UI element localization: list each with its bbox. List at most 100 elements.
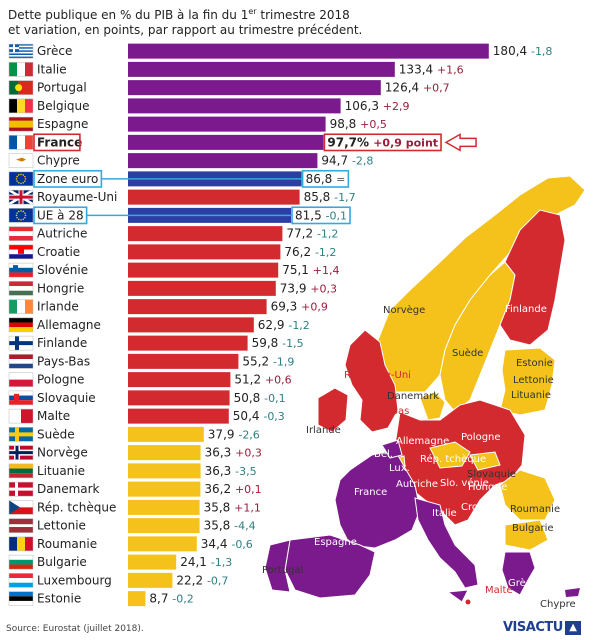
bar xyxy=(128,244,281,260)
flag-pl-icon xyxy=(8,372,34,387)
map-malta xyxy=(465,599,471,605)
value-label: 35,8 -4,4 xyxy=(204,519,256,533)
bar xyxy=(128,390,230,406)
map-ireland xyxy=(317,387,349,433)
bar-row: Finlande 59,8 -1,5 xyxy=(8,335,304,351)
bar xyxy=(128,518,200,534)
flag-ee-icon xyxy=(8,591,34,606)
bar xyxy=(128,445,201,461)
value-label: 126,4 +0,7 xyxy=(385,81,450,95)
value-label: 51,2 +0,6 xyxy=(234,373,291,387)
map-label: Grèce xyxy=(508,577,537,589)
category-label: Irlande xyxy=(37,300,79,314)
bar xyxy=(128,481,201,497)
flag-hu-icon xyxy=(8,281,34,296)
bar-row: Suède 37,9 -2,6 xyxy=(8,426,260,442)
bar xyxy=(128,153,318,169)
bar-row: Allemagne 62,9 -1,2 xyxy=(8,317,310,333)
flag-at-icon xyxy=(8,226,34,241)
map-label: Lettonie xyxy=(513,375,554,386)
flag-si-icon xyxy=(8,262,34,278)
bar xyxy=(128,408,229,424)
value-label: 77,2 -1,2 xyxy=(286,227,338,241)
bar-row: Royaume-Uni 85,8 -1,7 xyxy=(8,189,356,206)
category-label: Portugal xyxy=(37,81,87,95)
bar-row: France 97,7% +0,9 point xyxy=(8,133,442,152)
annotations-layer xyxy=(86,133,477,217)
map-label: Lituanie xyxy=(511,390,551,401)
flag-es-icon xyxy=(8,116,34,132)
map-label: Roumanie xyxy=(510,504,560,515)
flag-be-icon xyxy=(8,98,34,114)
map-label: Slo. vénie xyxy=(440,477,489,489)
bar xyxy=(128,98,341,114)
map-finland xyxy=(499,209,566,346)
category-label: Belgique xyxy=(37,99,90,113)
brand-mark-icon: ▲ xyxy=(564,620,581,635)
category-label: Finlande xyxy=(37,336,87,350)
bar xyxy=(128,189,300,205)
value-label: 94,7 -2,8 xyxy=(321,154,373,168)
bar xyxy=(128,372,231,388)
bar-row: Lettonie 35,8 -4,4 xyxy=(8,518,256,534)
category-label: Chypre xyxy=(37,154,80,168)
category-label: Espagne xyxy=(37,117,88,131)
map-label: Rép. tchèque xyxy=(420,453,486,465)
map-label: Italie xyxy=(432,508,457,519)
chart-title: Dette publique en % du PIB à la fin du 1… xyxy=(8,4,488,38)
category-label: Slovaquie xyxy=(37,391,96,405)
category-label: Croatie xyxy=(37,245,80,259)
map-label: Irlande xyxy=(306,425,341,436)
bar-row: Slovénie 75,1 +1,4 xyxy=(8,262,339,278)
bar xyxy=(128,572,173,588)
bar xyxy=(128,499,200,515)
bar-row: Bulgarie 24,1 -1,3 xyxy=(8,554,232,570)
map-belgium xyxy=(381,439,403,459)
bar xyxy=(128,554,177,570)
flag-pt-icon xyxy=(8,80,34,95)
bar-row: Autriche 77,2 -1,2 xyxy=(8,226,338,242)
flag-gr-icon xyxy=(8,43,34,59)
category-label: Norvège xyxy=(37,446,88,460)
title-line2: et variation, en points, par rapport au … xyxy=(8,23,363,37)
bar xyxy=(128,591,146,607)
chart-area: Norvège Suède Finlande Estonie Lettonie Litua… xyxy=(8,43,586,610)
bar-row: Danemark 36,2 +0,1 xyxy=(8,481,262,497)
flag-lt-icon xyxy=(8,463,34,479)
flag-eu-icon xyxy=(8,208,34,223)
flag-it-icon xyxy=(8,62,34,77)
bar-row: Portugal 126,4 +0,7 xyxy=(8,80,450,96)
value-label: 81,5 -0,1 xyxy=(295,208,347,222)
category-label: Danemark xyxy=(37,482,100,496)
map-labels: Norvège Suède Finlande Estonie Lettonie Litua… xyxy=(262,304,576,610)
france-arrow-icon xyxy=(444,133,477,152)
value-label: 36,2 +0,1 xyxy=(204,482,261,496)
bar xyxy=(128,226,283,242)
flag-fr-icon xyxy=(8,135,34,150)
brand-logo-text: VISACTU xyxy=(503,620,563,635)
flag-fi-icon xyxy=(8,335,34,351)
category-label: Malte xyxy=(37,409,70,423)
value-label: 34,4 -0,6 xyxy=(201,537,253,551)
bar xyxy=(128,317,254,333)
map-label: Danemark xyxy=(387,391,439,402)
brand-logo: VISACTU ▲ xyxy=(503,620,581,635)
flag-mt-icon xyxy=(8,408,34,424)
value-label: 69,3 +0,9 xyxy=(271,300,328,314)
bar-row: Grèce 180,4 -1,8 xyxy=(8,43,552,59)
bar-row: Slovaquie 50,8 -0,1 xyxy=(8,390,286,406)
flag-uk-icon xyxy=(8,189,34,206)
map-denmark xyxy=(419,391,446,421)
value-label: 76,2 -1,2 xyxy=(284,245,336,259)
map-uk xyxy=(344,329,399,433)
map-label: Royaume-Uni xyxy=(344,370,411,381)
highlight-box xyxy=(33,133,81,152)
map-label: Suède xyxy=(452,347,483,359)
value-label: 62,9 -1,2 xyxy=(258,318,310,332)
category-label: Autriche xyxy=(37,227,87,241)
flag-ie-icon xyxy=(8,299,34,314)
category-label: Pologne xyxy=(37,373,84,387)
bar-row: Irlande 69,3 +0,9 xyxy=(8,299,328,315)
map-label: Portugal xyxy=(262,565,303,576)
bar xyxy=(128,80,381,96)
